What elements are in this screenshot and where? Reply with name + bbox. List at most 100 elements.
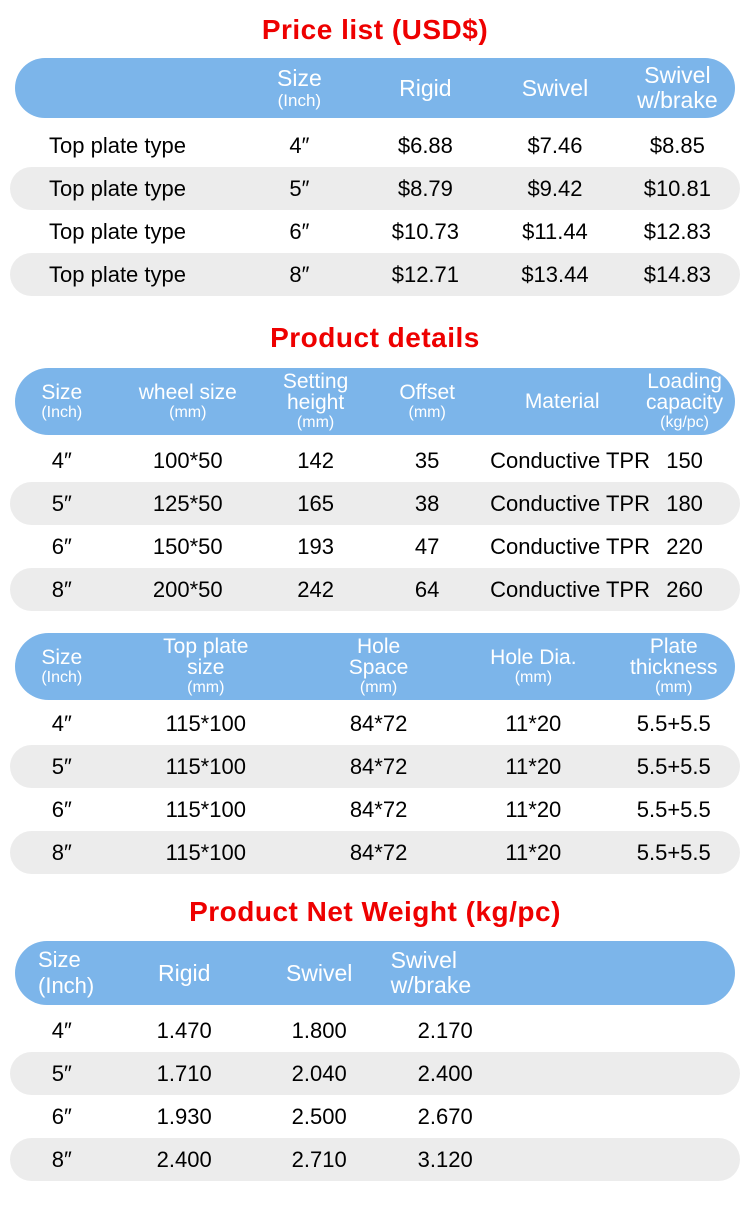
cell-swivel-brake-weight: 3.120	[417, 1146, 473, 1172]
header-swivel-brake-line2: w/brake	[637, 87, 718, 113]
header-size-label: Size	[277, 65, 322, 91]
cell-setting-height: 193	[297, 533, 334, 559]
cell-wheel-size: 100*50	[152, 447, 223, 473]
header-hole-dia-unit: (mm)	[514, 668, 553, 686]
header-cell-swivel: Swivel	[490, 58, 620, 118]
header-cell-rigid: Rigid	[109, 941, 260, 1005]
header-cell-setting-height: Setting height (mm)	[267, 368, 364, 435]
cell-swivel-weight: 2.710	[291, 1146, 347, 1172]
cell-hole-dia: 11*20	[505, 753, 562, 779]
cell-plate-thickness: 5.5+5.5	[636, 796, 711, 822]
price-list-header-row: Size (Inch) Rigid Swivel Swivel w/brake	[15, 58, 735, 118]
cell-swivel-brake-price: $10.81	[643, 175, 711, 201]
cell-plate-thickness: 5.5+5.5	[636, 710, 711, 736]
cell-rigid-weight: 1.710	[156, 1060, 212, 1086]
header-cell-size: Size (Inch)	[238, 58, 360, 118]
plate-details-rows: 4″ 115*100 84*72 11*20 5.5+5.5 5″ 115*10…	[0, 702, 750, 874]
cell-offset: 64	[414, 576, 440, 602]
cell-wheel-size: 150*50	[152, 533, 223, 559]
table-row: 6″ 1.930 2.500 2.670	[10, 1095, 740, 1138]
header-thickness-line1: Plate	[649, 635, 698, 658]
cell-offset: 35	[414, 447, 440, 473]
cell-swivel-weight: 2.040	[291, 1060, 347, 1086]
cell-rigid-weight: 2.400	[156, 1146, 212, 1172]
table-row: 5″ 125*50 165 38 Conductive TPR 180	[10, 482, 740, 525]
header-hole-space-line2: Space	[348, 656, 409, 679]
header-cell-swivel: Swivel	[260, 941, 379, 1005]
cell-swivel-price: $7.46	[527, 132, 583, 158]
cell-type: Top plate type	[49, 132, 186, 158]
cell-swivel-price: $13.44	[521, 261, 589, 287]
cell-hole-dia: 11*20	[505, 796, 562, 822]
header-size-label: Size	[41, 380, 83, 404]
header-cell-offset: Offset (mm)	[364, 368, 490, 435]
cell-plate-thickness: 5.5+5.5	[636, 839, 711, 865]
table-row: 4″ 100*50 142 35 Conductive TPR 150	[10, 439, 740, 482]
header-cell-top-plate-size: Top plate size (mm)	[109, 633, 303, 700]
cell-material: Conductive TPR	[490, 447, 650, 473]
header-cell-material: Material	[490, 368, 634, 435]
header-swivel-label: Swivel	[285, 959, 353, 986]
cell-rigid-price: $6.88	[397, 132, 453, 158]
cell-wheel-size: 125*50	[152, 490, 223, 516]
header-setting-line1: Setting	[282, 370, 349, 393]
table-row: 8″ 200*50 242 64 Conductive TPR 260	[10, 568, 740, 611]
cell-top-plate-size: 115*100	[165, 710, 246, 736]
table-row: 5″ 115*100 84*72 11*20 5.5+5.5	[10, 745, 740, 788]
cell-type: Top plate type	[49, 261, 186, 287]
header-cell-size: Size (Inch)	[15, 633, 109, 700]
cell-size: 5″	[51, 753, 72, 779]
table-row: 6″ 150*50 193 47 Conductive TPR 220	[10, 525, 740, 568]
cell-hole-space: 84*72	[349, 796, 408, 822]
cell-hole-space: 84*72	[349, 710, 408, 736]
header-cell-hole-dia: Hole Dia. (mm)	[454, 633, 612, 700]
cell-offset: 47	[414, 533, 440, 559]
header-cell-swivel-brake: Swivel w/brake	[379, 941, 512, 1005]
cell-loading-capacity: 260	[666, 576, 703, 602]
cell-size: 4″	[51, 710, 72, 736]
cell-top-plate-size: 115*100	[165, 839, 246, 865]
header-cell-hole-space: Hole Space (mm)	[303, 633, 454, 700]
product-details-title: Product details	[270, 322, 480, 353]
product-details-rows: 4″ 100*50 142 35 Conductive TPR 150 5″ 1…	[0, 439, 750, 611]
cell-loading-capacity: 150	[666, 447, 703, 473]
header-loading-line2: capacity	[646, 391, 724, 414]
header-rigid-label: Rigid	[157, 959, 211, 986]
cell-type: Top plate type	[49, 175, 186, 201]
cell-size: 6″	[51, 533, 72, 559]
header-cell-swivel-brake: Swivel w/brake	[620, 58, 735, 118]
cell-size: 4″	[51, 1017, 72, 1043]
cell-swivel-brake-weight: 2.170	[417, 1017, 473, 1043]
cell-type: Top plate type	[49, 218, 186, 244]
cell-hole-dia: 11*20	[505, 839, 562, 865]
cell-loading-capacity: 220	[666, 533, 703, 559]
cell-wheel-size: 200*50	[152, 576, 223, 602]
header-loading-unit: (kg/pc)	[660, 414, 710, 431]
cell-setting-height: 142	[297, 447, 334, 473]
header-cell-size: Size (Inch)	[15, 941, 109, 1005]
cell-size: 5″	[51, 1060, 72, 1086]
cell-material: Conductive TPR	[490, 490, 650, 516]
cell-swivel-weight: 1.800	[291, 1017, 347, 1043]
table-row: 4″ 115*100 84*72 11*20 5.5+5.5	[10, 702, 740, 745]
product-details-table: Size (Inch) wheel size (mm) Setting heig…	[0, 368, 750, 611]
cell-size: 8″	[51, 576, 72, 602]
cell-size: 5″	[289, 175, 310, 201]
cell-plate-thickness: 5.5+5.5	[636, 753, 711, 779]
header-setting-unit: (mm)	[296, 414, 335, 431]
cell-setting-height: 165	[297, 490, 334, 516]
cell-material: Conductive TPR	[490, 533, 650, 559]
header-size-unit: (Inch)	[41, 403, 83, 421]
header-cell-rigid: Rigid	[361, 58, 491, 118]
cell-size: 6″	[51, 1103, 72, 1129]
cell-top-plate-size: 115*100	[165, 753, 246, 779]
net-weight-table: Size (Inch) Rigid Swivel Swivel w/brake …	[0, 941, 750, 1181]
price-list-table: Size (Inch) Rigid Swivel Swivel w/brake …	[0, 58, 750, 296]
cell-hole-space: 84*72	[349, 753, 408, 779]
header-offset-label: Offset	[399, 380, 455, 404]
cell-size: 8″	[51, 839, 72, 865]
header-wheel-size-unit: (mm)	[169, 403, 207, 421]
table-row: Top plate type 5″ $8.79 $9.42 $10.81	[10, 167, 740, 210]
header-hole-space-line1: Hole	[356, 635, 401, 658]
header-loading-line1: Loading	[647, 370, 722, 393]
